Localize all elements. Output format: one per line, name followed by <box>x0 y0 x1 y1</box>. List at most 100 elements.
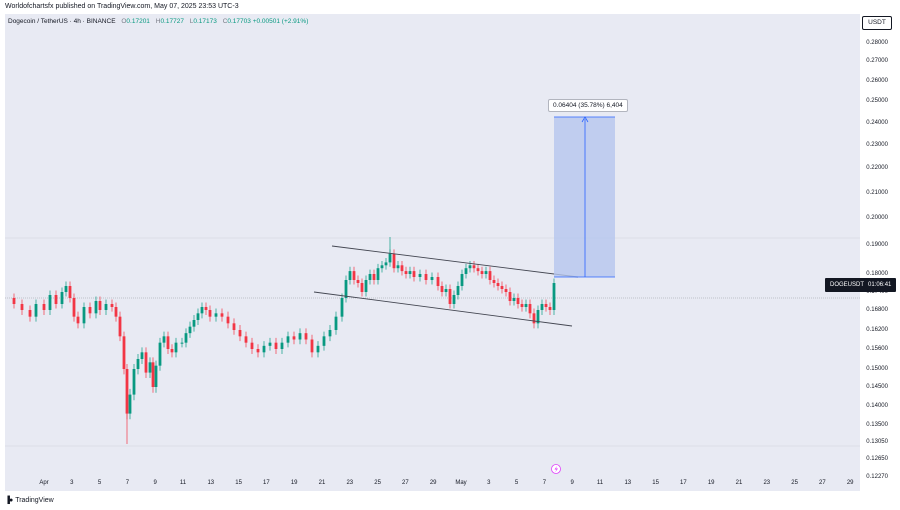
candle-body <box>76 316 80 324</box>
time-tick: 11 <box>596 480 604 486</box>
price-tick: 0.14500 <box>866 384 888 390</box>
price-tick: 0.13050 <box>866 439 888 445</box>
candle-body <box>250 342 254 349</box>
candle-body <box>104 304 108 310</box>
candle-body <box>356 280 360 283</box>
candle-body <box>151 362 155 387</box>
price-tick: 0.13500 <box>866 422 888 428</box>
time-tick: 7 <box>542 480 547 486</box>
candle-body <box>492 280 496 283</box>
candle-body <box>430 277 434 280</box>
candle-body <box>412 271 416 277</box>
measure-arrow-head <box>581 116 589 123</box>
price-tick: 0.14000 <box>866 403 888 409</box>
candle-body <box>504 289 508 292</box>
tradingview-logo[interactable]: ▐● TradingView <box>5 497 54 504</box>
candle-body <box>262 345 266 353</box>
price-tick: 0.20000 <box>866 215 888 221</box>
candle-body <box>496 283 500 286</box>
candle-body <box>174 342 178 353</box>
candle-body <box>114 307 118 317</box>
candle-body <box>82 307 86 324</box>
candle-body <box>484 271 488 274</box>
time-tick: 9 <box>153 480 157 486</box>
price-tick: 0.18000 <box>866 271 888 277</box>
candle-body <box>352 271 356 280</box>
candle-body <box>244 336 248 343</box>
candle-body <box>408 271 412 274</box>
candle-body <box>418 274 422 277</box>
candle-body <box>344 280 348 298</box>
price-tick: 0.21000 <box>866 190 888 196</box>
candle-body <box>54 295 58 304</box>
candle-body <box>340 298 344 317</box>
candle-body <box>140 352 144 359</box>
time-tick: 19 <box>707 480 715 486</box>
candle-body <box>528 304 532 314</box>
price-tick: 0.17400 <box>866 289 888 295</box>
candle-body <box>208 310 212 317</box>
candle-body <box>184 333 188 343</box>
candle-body <box>322 336 326 346</box>
candle-body <box>480 271 484 274</box>
candle-body <box>238 330 242 337</box>
candle-body <box>460 274 464 286</box>
candle-body <box>392 253 396 269</box>
time-tick: 27 <box>819 480 826 486</box>
price-tick: 0.24000 <box>866 120 888 126</box>
candle-body <box>424 274 428 280</box>
candle-body <box>444 289 448 292</box>
candle-body <box>436 277 440 286</box>
time-tick: 5 <box>514 480 519 486</box>
candle-body <box>214 313 218 317</box>
candle-body <box>136 359 140 369</box>
time-tick: 21 <box>318 480 326 486</box>
candle-body <box>192 320 196 327</box>
candle-body <box>60 292 64 304</box>
candle-body <box>226 316 230 324</box>
candle-body <box>540 304 544 310</box>
time-tick: May <box>455 480 467 486</box>
time-tick: 3 <box>70 480 74 486</box>
time-tick: 21 <box>735 480 743 486</box>
candle-body <box>94 301 98 314</box>
price-tick: 0.19000 <box>866 242 888 248</box>
candle-body <box>456 286 460 295</box>
time-tick: 13 <box>207 480 215 486</box>
open-value: 0.17201 <box>126 18 150 25</box>
time-tick: 23 <box>346 480 354 486</box>
candle-body <box>508 292 512 301</box>
candle-body <box>200 307 204 314</box>
time-tick: 17 <box>263 480 270 486</box>
high-value: 0.17727 <box>160 18 184 25</box>
grid-lines <box>5 237 860 447</box>
candle-body <box>536 310 540 324</box>
currency-button[interactable]: USDT <box>862 16 892 30</box>
price-tick: 0.15600 <box>866 346 888 352</box>
low-value: 0.17173 <box>193 18 217 25</box>
candle-body <box>88 307 92 314</box>
candle-body <box>286 336 290 343</box>
candle-body <box>440 286 444 292</box>
candle-body <box>28 310 32 317</box>
candle-body <box>110 304 114 307</box>
candle-body <box>448 289 452 304</box>
chart-pane[interactable] <box>5 14 860 491</box>
price-tick: 0.25000 <box>866 98 888 104</box>
candle-body <box>162 336 166 343</box>
candle-body <box>464 268 468 274</box>
candle-body <box>122 336 126 369</box>
candle-body <box>328 330 332 337</box>
candle-body <box>220 313 224 317</box>
candle-body <box>298 333 302 340</box>
candle-body <box>544 304 548 307</box>
time-tick: 25 <box>791 480 798 486</box>
candle-body <box>158 342 162 366</box>
high-label: H <box>155 18 161 25</box>
price-tick: 0.22000 <box>866 165 888 171</box>
price-axis[interactable]: 0.28000 0.27000 0.26000 0.25000 0.24000 0.230… <box>860 14 900 491</box>
measure-label[interactable]: 0.06404 (35.78%) 6,404 <box>548 99 628 112</box>
candle-body <box>188 326 192 334</box>
candle-body <box>524 304 528 307</box>
